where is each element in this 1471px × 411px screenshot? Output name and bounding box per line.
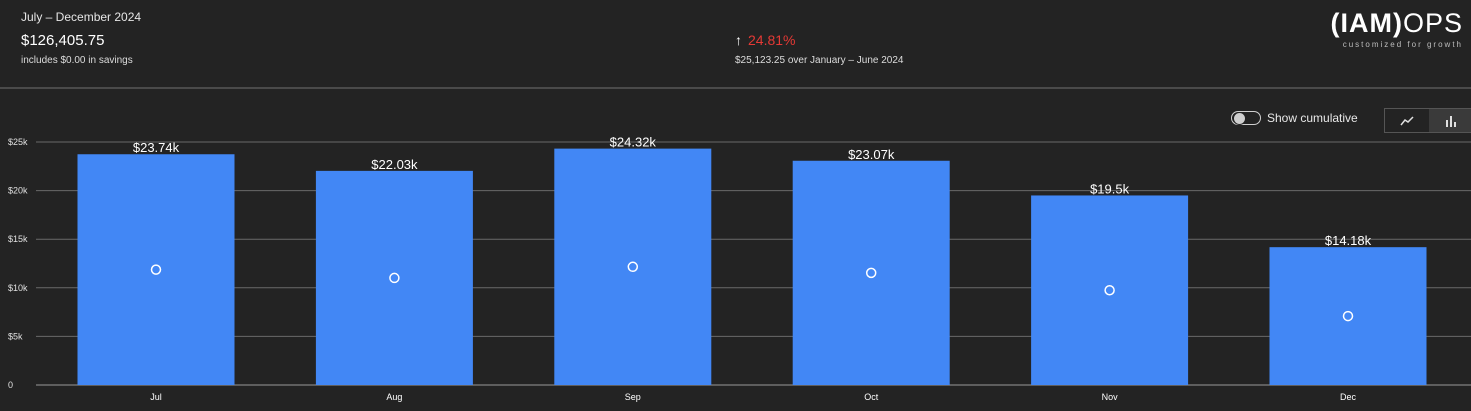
period-label: July – December 2024 xyxy=(21,10,142,24)
toggle-track[interactable] xyxy=(1231,111,1261,125)
y-tick-label: $10k xyxy=(8,283,28,293)
y-tick-label: $5k xyxy=(8,331,23,341)
marker-point xyxy=(1342,310,1354,322)
change-percent: 24.81% xyxy=(748,32,796,48)
total-amount: $126,405.75 xyxy=(21,32,105,49)
x-tick-label: Jul xyxy=(150,392,162,402)
header-divider xyxy=(0,87,1471,89)
marker-point xyxy=(150,264,162,275)
cumulative-label: Show cumulative xyxy=(1267,111,1358,125)
toggle-knob xyxy=(1233,112,1246,125)
logo-rest: OPS xyxy=(1402,8,1463,38)
y-tick-label: 0 xyxy=(8,380,13,390)
line-view-button[interactable] xyxy=(1385,109,1429,132)
marker-point xyxy=(865,267,877,279)
change-description: $25,123.25 over January – June 2024 xyxy=(735,55,904,66)
savings-note: includes $0.00 in savings xyxy=(21,55,133,66)
y-tick-label: $20k xyxy=(8,186,28,196)
bar-view-button[interactable] xyxy=(1429,109,1471,132)
bar-value-label: $14.18k xyxy=(1325,233,1372,248)
logo-bold: (IAM) xyxy=(1330,8,1403,38)
x-tick-label: Nov xyxy=(1102,392,1119,402)
bar-value-label: $24.32k xyxy=(610,135,657,150)
x-tick-label: Aug xyxy=(386,392,402,402)
change-indicator: ↑ 24.81% xyxy=(735,32,795,48)
cumulative-toggle[interactable]: Show cumulative xyxy=(1231,111,1358,125)
bar-value-label: $22.03k xyxy=(371,157,418,172)
y-tick-label: $25k xyxy=(8,137,28,147)
marker-point xyxy=(1104,284,1115,296)
x-tick-label: Oct xyxy=(864,392,879,402)
summary-header: July – December 2024 $126,405.75 include… xyxy=(0,0,1471,88)
bar xyxy=(315,170,473,385)
bar-value-label: $23.74k xyxy=(133,140,180,155)
logo: (IAM)OPS customized for growth xyxy=(1330,8,1463,49)
bar xyxy=(554,148,712,385)
bar xyxy=(1269,247,1427,385)
x-tick-label: Dec xyxy=(1340,392,1357,402)
bar xyxy=(792,160,950,385)
line-chart-icon xyxy=(1400,115,1414,125)
bar xyxy=(77,154,235,385)
x-tick-label: Sep xyxy=(625,392,641,402)
y-tick-label: $15k xyxy=(8,234,28,244)
bar-value-label: $19.5k xyxy=(1090,181,1130,196)
marker-point xyxy=(389,272,400,284)
bar xyxy=(1031,195,1189,385)
bar-chart-icon xyxy=(1446,115,1456,127)
bar-value-label: $23.07k xyxy=(848,147,895,162)
logo-tagline: customized for growth xyxy=(1342,40,1463,49)
view-switch xyxy=(1384,108,1471,133)
marker-point xyxy=(627,261,639,273)
arrow-up-icon: ↑ xyxy=(735,32,742,48)
